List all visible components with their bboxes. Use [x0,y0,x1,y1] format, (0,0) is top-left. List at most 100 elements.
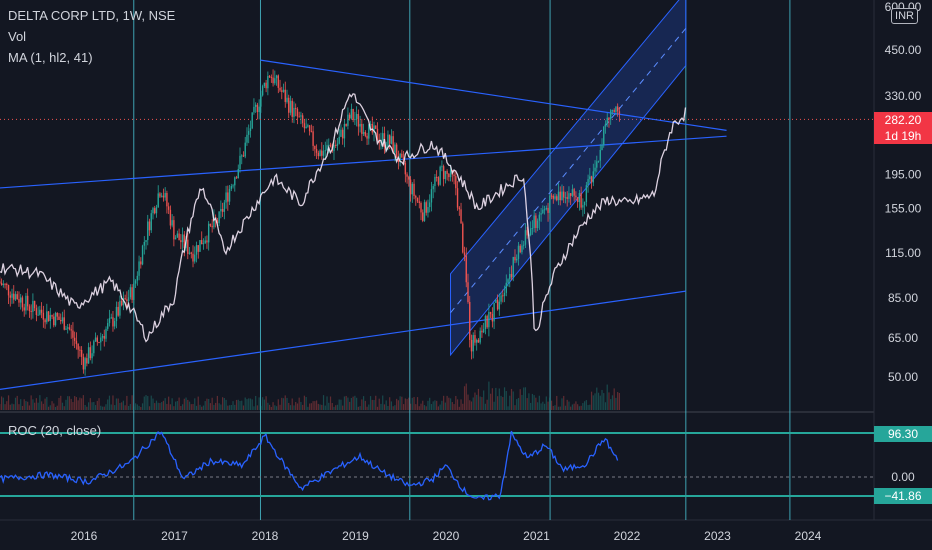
volume-bar-341 [592,395,594,410]
candle-body-44 [75,340,78,344]
volume-bar-51 [87,402,90,410]
roc-legend[interactable]: ROC (20, close) [8,423,102,438]
price-tick-5: 195.00 [885,167,922,181]
candle-body-70 [120,300,123,306]
volume-bar-128 [222,397,224,410]
volume-bar-254 [441,400,443,410]
volume-bar-287 [498,388,500,410]
volume-bar-176 [305,397,307,410]
candle-body-19 [32,300,34,312]
candle-body-261 [453,174,455,177]
candle-body-335 [582,205,584,208]
volume-bar-311 [540,403,542,410]
candle-body-28 [47,311,50,322]
volume-bar-334 [580,405,582,410]
candle-body-163 [282,89,285,92]
volume-bar-12 [20,399,22,410]
volume-bar-30 [51,401,53,410]
candle-body-22 [37,314,39,316]
candle-body-138 [239,155,241,170]
candle-body-182 [315,149,318,153]
candle-body-300 [521,245,523,253]
volume-bar-292 [507,406,509,410]
volume-bar-203 [352,396,354,410]
volume-bar-80 [138,405,140,410]
candle-body-57 [98,342,100,344]
candle-body-46 [79,349,81,351]
candle-body-215 [373,125,375,133]
candle-body-50 [86,358,88,364]
volume-bar-47 [81,398,83,410]
volume-bar-49 [84,404,86,410]
volume-bar-121 [209,403,212,410]
volume-bar-304 [528,393,530,410]
candle-body-336 [583,201,586,206]
volume-bar-299 [519,389,521,410]
candle-body-200 [347,114,349,126]
volume-bar-238 [413,397,415,410]
candle-body-36 [61,317,64,322]
candle-body-152 [263,82,266,87]
symbol-legend[interactable]: DELTA CORP LTD, 1W, NSE [8,8,176,23]
volume-bar-343 [596,387,598,410]
candle-body-238 [413,183,415,196]
price-axis[interactable]: 50.00 65.00 85.00 115.00 155.00 195.00 330.00 4… [885,0,922,384]
volume-bar-174 [302,404,304,410]
volume-bar-269 [467,394,469,410]
candle-body-17 [28,306,31,312]
volume-bar-351 [610,399,612,410]
candle-body-21 [35,308,38,315]
moving-average [0,93,687,343]
candle-body-173 [300,115,302,117]
volume-bar-32 [54,406,57,410]
candle-body-236 [409,179,412,195]
volume-bar-45 [77,400,79,410]
candle-body-116 [201,240,203,245]
candle-body-82 [141,245,144,265]
ma-legend[interactable]: MA (1, hl2, 41) [8,50,93,65]
volume-bar-89 [154,403,156,410]
volume-bar-209 [362,396,365,410]
volume-bar-23 [39,395,41,410]
time-tick-8: 2024 [795,529,822,543]
volume-bar-229 [397,400,399,410]
candle-body-179 [310,131,313,133]
volume-bar-266 [462,403,464,410]
volume-bar-300 [521,394,523,410]
candle-body-253 [439,166,441,185]
candle-body-288 [500,295,502,302]
currency-badge[interactable]: INR [891,8,918,24]
candle-body-66 [114,321,116,327]
candle-body-192 [333,144,335,152]
candle-body-332 [576,197,579,203]
volume-bar-115 [199,404,201,410]
candle-body-347 [603,126,605,146]
volume-bar-88 [152,398,154,410]
candle-body-85 [147,221,149,241]
candle-body-220 [382,133,384,141]
candle-body-162 [281,90,283,92]
candle-body-153 [265,82,267,89]
candle-body-167 [289,100,292,113]
candle-body-180 [312,131,314,146]
time-axis[interactable]: 2016 2017 2018 2019 2020 2021 2022 2023 2024 [71,529,822,543]
volume-bar-275 [477,388,480,410]
candle-body-224 [388,134,391,144]
volume-bars [0,381,621,410]
volume-bar-255 [443,395,445,410]
candle-body-95 [164,192,166,198]
candle-body-26 [44,319,46,323]
volume-bar-162 [281,397,283,410]
volume-bar-268 [465,383,467,410]
volume-bar-326 [566,399,568,410]
volume-bar-166 [288,402,290,410]
candle-body-67 [115,306,118,322]
candle-body-226 [392,136,394,153]
candle-body-307 [533,215,535,229]
volume-legend[interactable]: Vol [8,29,27,44]
volume-bar-92 [159,403,161,410]
candle-body-105 [181,234,184,243]
volume-bar-105 [181,404,184,410]
candle-body-242 [420,202,422,213]
